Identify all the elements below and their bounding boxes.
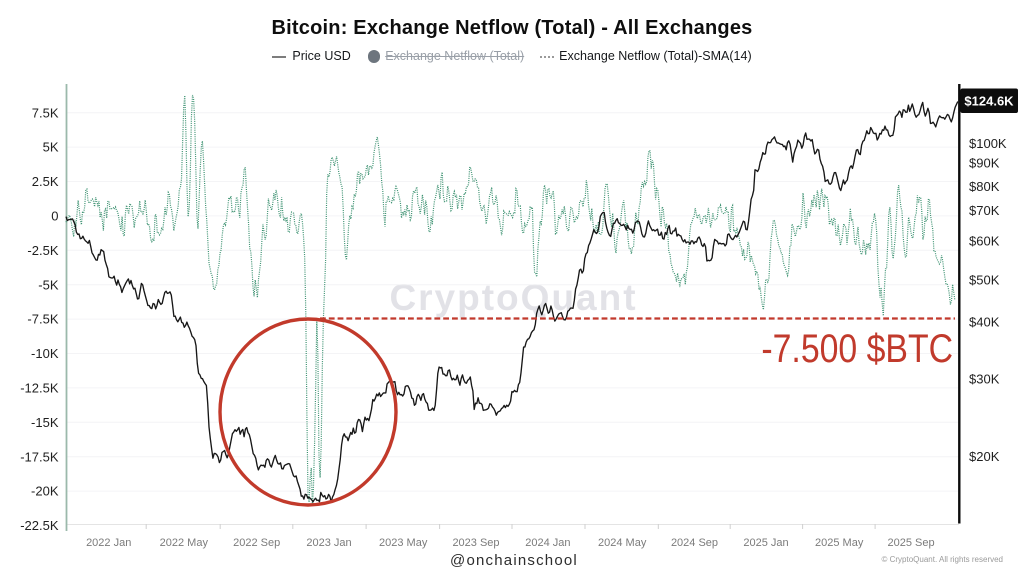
svg-text:$100K: $100K [969,136,1007,151]
svg-text:0: 0 [51,209,58,224]
svg-text:$30K: $30K [969,371,1000,386]
svg-text:2024 Jan: 2024 Jan [525,537,570,549]
svg-text:2022 Jan: 2022 Jan [86,537,131,549]
svg-text:$20K: $20K [969,449,1000,464]
svg-text:5K: 5K [43,140,59,155]
svg-text:-20K: -20K [31,484,59,499]
svg-text:$40K: $40K [969,315,1000,330]
svg-text:-12.5K: -12.5K [20,381,59,396]
svg-text:2023 Jan: 2023 Jan [306,537,351,549]
svg-text:$124.6K: $124.6K [964,94,1014,109]
svg-text:2022 Sep: 2022 Sep [233,537,280,549]
svg-text:2.5K: 2.5K [32,174,59,189]
svg-text:2023 May: 2023 May [379,537,428,549]
svg-text:2024 May: 2024 May [598,537,647,549]
svg-text:2024 Sep: 2024 Sep [671,537,718,549]
svg-text:2022 May: 2022 May [160,537,209,549]
svg-text:-7.5K: -7.5K [27,312,58,327]
svg-text:$70K: $70K [969,203,1000,218]
svg-text:2023 Sep: 2023 Sep [452,537,499,549]
svg-text:-17.5K: -17.5K [20,449,59,464]
svg-text:2025 Jan: 2025 Jan [743,537,788,549]
svg-text:-10K: -10K [31,346,59,361]
svg-text:$60K: $60K [969,233,1000,248]
svg-text:-2.5K: -2.5K [27,243,58,258]
svg-text:7.5K: 7.5K [32,105,59,120]
svg-text:2025 Sep: 2025 Sep [888,537,935,549]
svg-text:$90K: $90K [969,155,1000,170]
svg-text:2025 May: 2025 May [815,537,864,549]
svg-text:$50K: $50K [969,273,1000,288]
svg-text:-22.5K: -22.5K [20,518,59,533]
svg-text:-5K: -5K [38,277,59,292]
svg-text:-15K: -15K [31,415,59,430]
svg-text:$80K: $80K [969,179,1000,194]
